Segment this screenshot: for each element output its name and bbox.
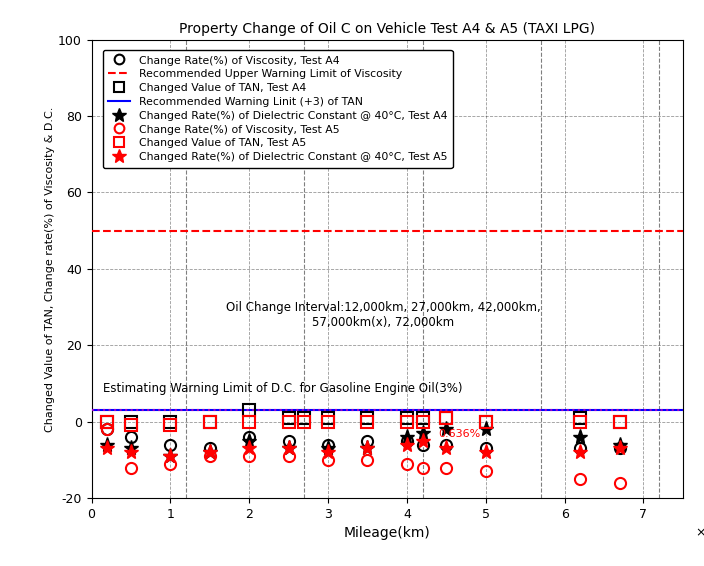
Title: Property Change of Oil C on Vehicle Test A4 & A5 (TAXI LPG): Property Change of Oil C on Vehicle Test…: [180, 22, 595, 36]
Y-axis label: Changed Value of TAN, Change rate(%) of Viscosity & D.C.: Changed Value of TAN, Change rate(%) of …: [45, 106, 55, 431]
Text: $\times 10^4$: $\times 10^4$: [695, 524, 704, 540]
Text: Oil Change Interval:12,000km, 27,000km, 42,000km,
57,000km(x), 72,000km: Oil Change Interval:12,000km, 27,000km, …: [226, 301, 541, 329]
Legend: Change Rate(%) of Viscosity, Test A4, Recommended Upper Warning Limit of Viscosi: Change Rate(%) of Viscosity, Test A4, Re…: [103, 50, 453, 168]
Text: Estimating Warning Limit of D.C. for Gasoline Engine Oil(3%): Estimating Warning Limit of D.C. for Gas…: [103, 382, 463, 395]
Text: 0.636%: 0.636%: [439, 429, 481, 439]
X-axis label: Mileage(km): Mileage(km): [344, 526, 431, 541]
